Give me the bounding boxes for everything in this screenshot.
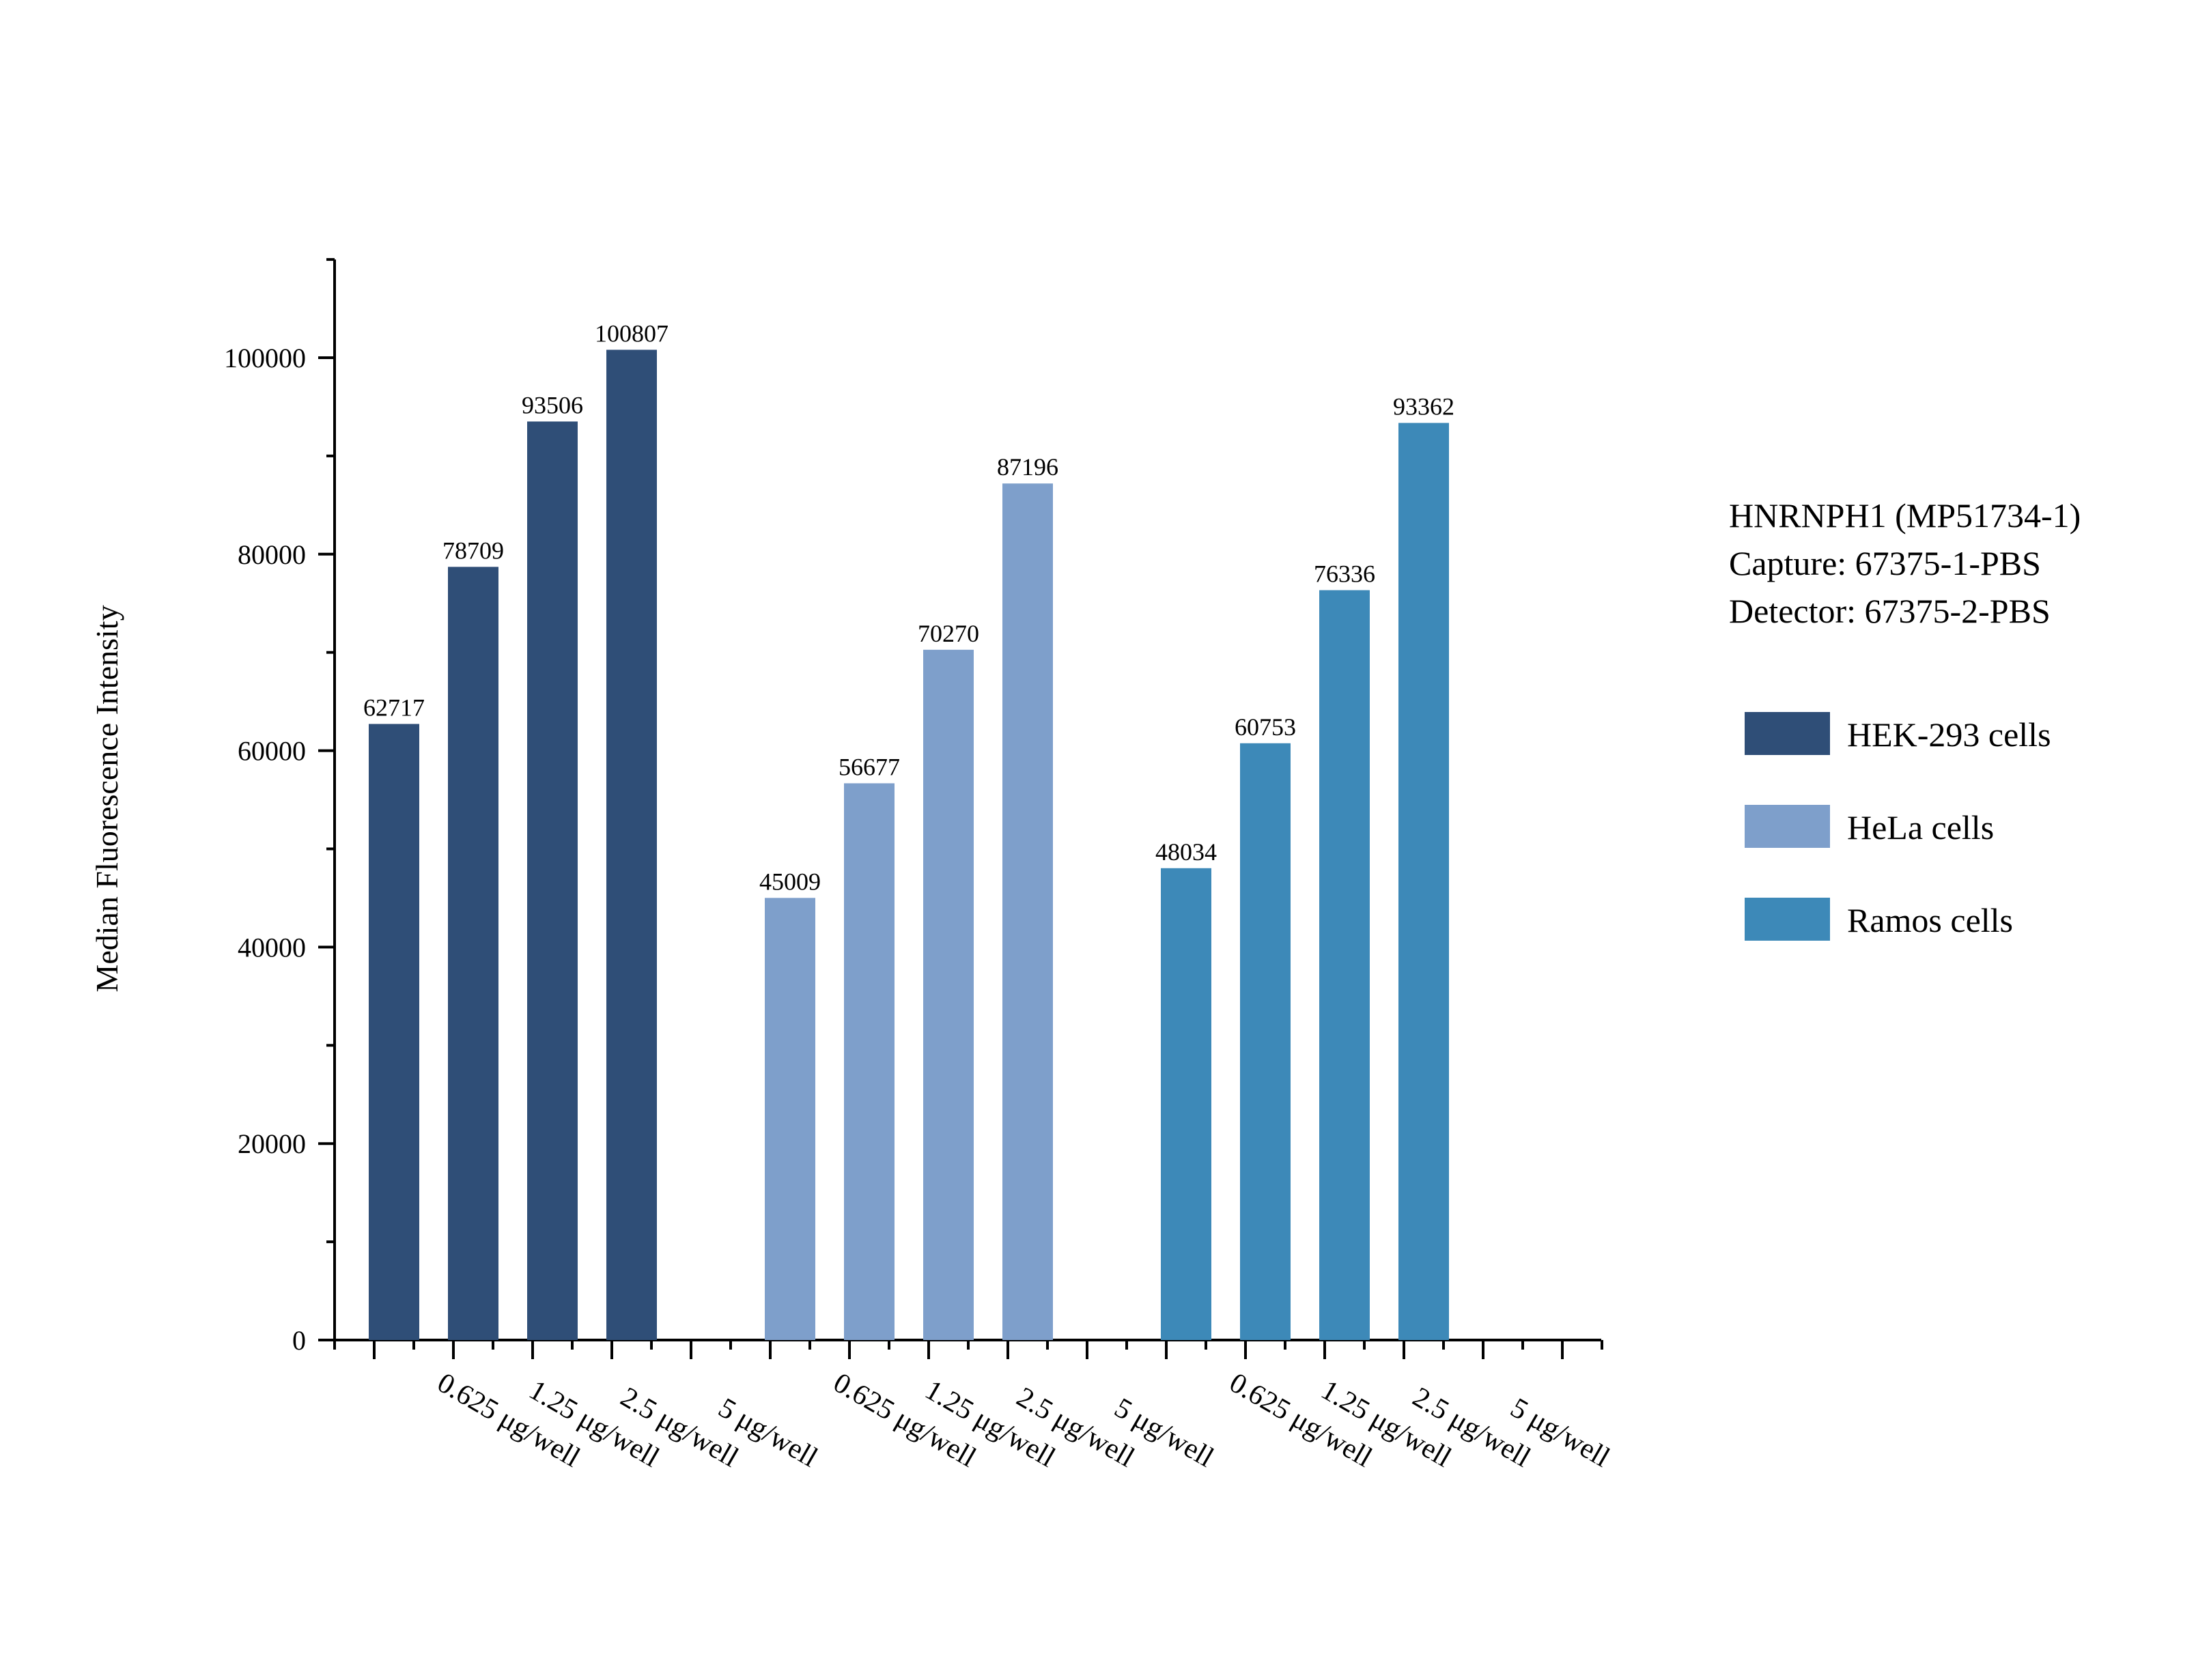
- y-tick-label: 40000: [238, 932, 306, 963]
- data-label: 56677: [839, 753, 900, 780]
- bar: [1319, 590, 1370, 1341]
- data-labels: 62717 78709 93506 100807 45009 56677 70270 8719…: [363, 319, 1454, 895]
- chart-annotation: HNRNPH1 (MP51734-1) Capture: 67375-1-PBS…: [1729, 496, 2081, 630]
- y-tick-label: 0: [292, 1325, 306, 1356]
- bar: [527, 421, 578, 1340]
- bar: [1240, 743, 1291, 1340]
- bar: [923, 649, 974, 1340]
- bar: [1161, 868, 1211, 1340]
- y-tick-label: 20000: [238, 1128, 306, 1159]
- y-tick-label: 80000: [238, 539, 306, 570]
- bar: [844, 783, 895, 1340]
- y-tick-label: 60000: [238, 736, 306, 767]
- y-tick-label: 100000: [224, 343, 306, 373]
- bar: [765, 898, 815, 1340]
- y-axis-title: Median Fluorescence Intensity: [89, 605, 124, 992]
- bar: [1398, 423, 1449, 1341]
- x-axis: [333, 1339, 1603, 1359]
- data-label: 60753: [1235, 713, 1296, 741]
- bars: [369, 350, 1449, 1341]
- legend-swatch: [1745, 898, 1830, 941]
- data-label: 78709: [442, 537, 504, 564]
- legend-swatch: [1745, 805, 1830, 848]
- legend-label: Ramos cells: [1847, 901, 2013, 939]
- annotation-line-2: Capture: 67375-1-PBS: [1729, 544, 2041, 582]
- legend: HEK-293 cells HeLa cells Ramos cells: [1745, 712, 2051, 941]
- bar: [448, 567, 498, 1341]
- data-label: 70270: [918, 620, 979, 647]
- data-label: 62717: [363, 694, 425, 722]
- data-label: 76336: [1314, 560, 1375, 588]
- annotation-line-1: HNRNPH1 (MP51734-1): [1729, 496, 2081, 535]
- data-label: 87196: [997, 453, 1058, 481]
- data-label: 45009: [759, 868, 821, 895]
- bar: [606, 350, 657, 1341]
- annotation-line-3: Detector: 67375-2-PBS: [1729, 592, 2051, 630]
- legend-label: HEK-293 cells: [1847, 715, 2051, 754]
- bar: [369, 724, 419, 1340]
- data-label: 100807: [595, 319, 668, 347]
- bar: [1002, 483, 1053, 1341]
- legend-swatch: [1745, 712, 1830, 755]
- legend-label: HeLa cells: [1847, 808, 1994, 846]
- data-label: 93506: [522, 391, 583, 418]
- y-axis: 0 20000 40000 60000 80000 100000: [224, 258, 336, 1356]
- data-label: 93362: [1393, 393, 1454, 421]
- data-label: 48034: [1155, 838, 1217, 866]
